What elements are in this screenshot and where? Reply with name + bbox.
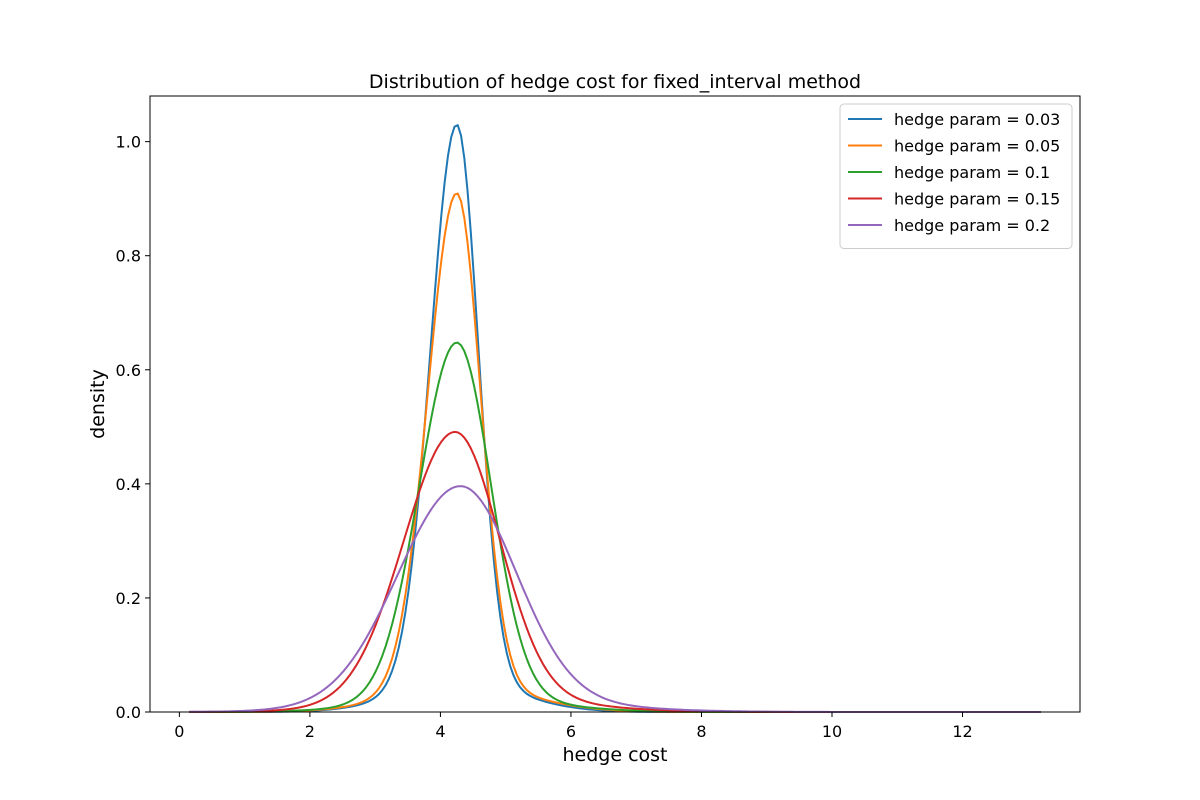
plot-frame	[149, 95, 1081, 713]
legend-label: hedge param = 0.05	[894, 137, 1060, 156]
y-tick-label: 0.8	[116, 247, 141, 266]
chart-title: Distribution of hedge cost for fixed_int…	[369, 71, 861, 93]
x-tick-label: 4	[435, 722, 445, 741]
x-axis: 0 2 4 6 8 10 12	[174, 712, 973, 741]
x-tick-label: 8	[696, 722, 706, 741]
legend-label: hedge param = 0.03	[894, 110, 1060, 129]
y-tick-label: 0.4	[116, 475, 141, 494]
x-tick-label: 0	[174, 722, 184, 741]
y-tick-label: 1.0	[116, 133, 141, 152]
y-tick-label: 0.0	[116, 703, 141, 722]
x-tick-label: 10	[822, 722, 842, 741]
x-tick-label: 2	[305, 722, 315, 741]
y-axis: 0.0 0.2 0.4 0.6 0.8 1.0	[116, 133, 150, 722]
legend-label: hedge param = 0.2	[894, 216, 1050, 235]
legend-box	[839, 103, 1073, 249]
y-tick-label: 0.6	[116, 361, 141, 380]
y-tick-label: 0.2	[116, 589, 141, 608]
legend-label: hedge param = 0.15	[894, 190, 1060, 209]
x-tick-label: 6	[566, 722, 576, 741]
y-axis-label: density	[87, 369, 109, 439]
legend: hedge param = 0.03 hedge param = 0.05 hedg…	[839, 103, 1073, 249]
x-tick-label: 12	[952, 722, 972, 741]
x-axis-label: hedge cost	[562, 744, 667, 766]
legend-label: hedge param = 0.1	[894, 163, 1050, 182]
